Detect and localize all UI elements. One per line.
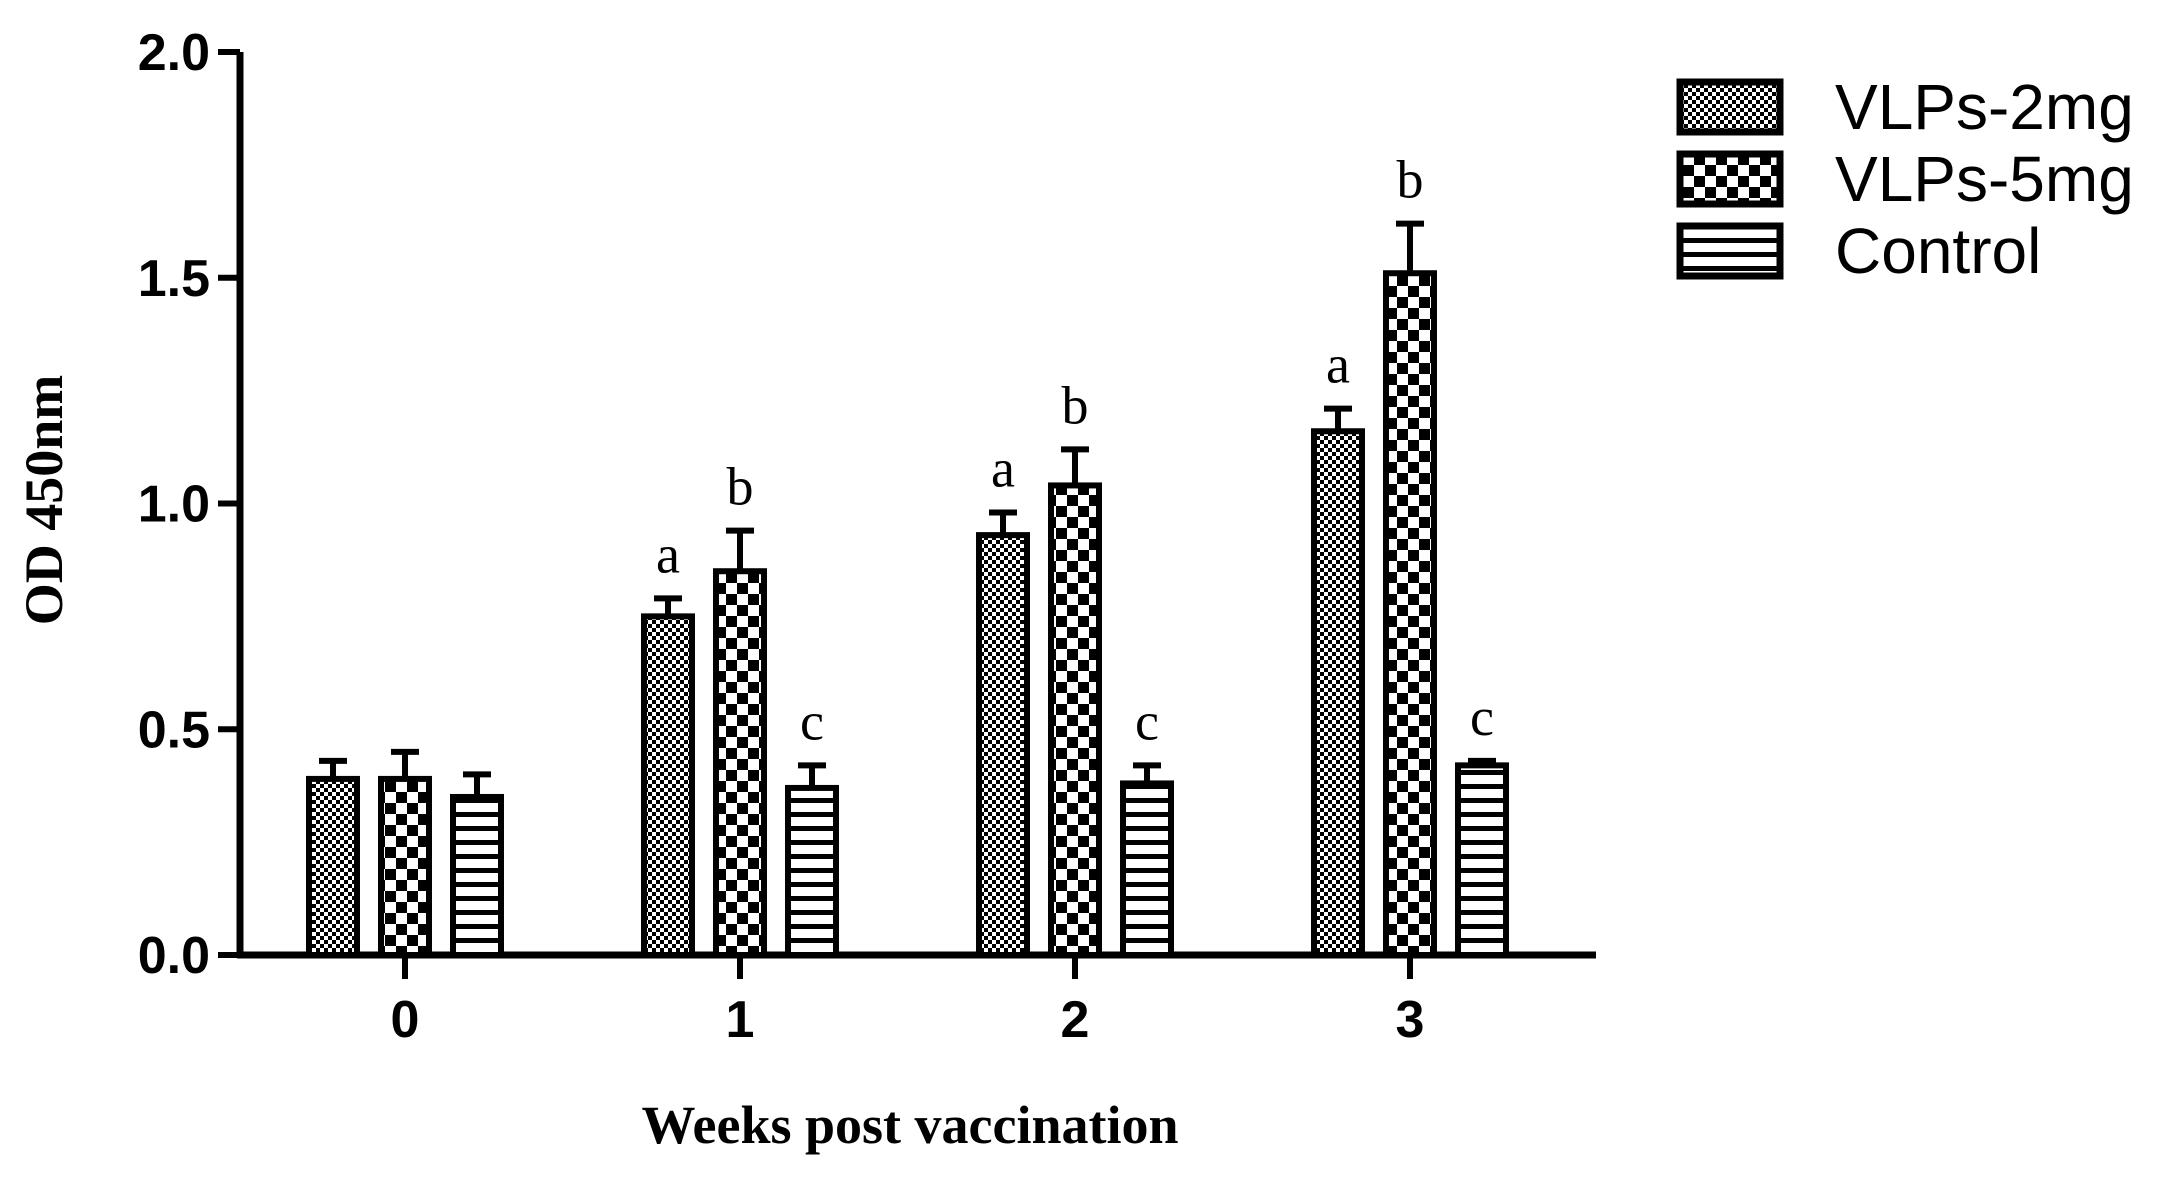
significance-letter: a	[656, 524, 680, 584]
significance-letter: c	[1135, 691, 1159, 751]
bar-control-week-2	[1120, 780, 1174, 958]
x-axis: 0 1 2 3	[237, 951, 1596, 1049]
significance-letter: b	[1062, 375, 1089, 435]
bar-vlps-5mg-week-1	[713, 568, 767, 958]
bar-vlps-5mg-week-0	[378, 775, 432, 958]
significance-letter: b	[1397, 150, 1424, 210]
legend-swatch	[1676, 78, 1784, 136]
y-axis-title: OD 450nm	[14, 375, 74, 626]
legend-label: Control	[1835, 215, 2041, 287]
y-tick-label: 0.0	[138, 927, 210, 985]
bar-vlps-5mg-week-2	[1048, 482, 1102, 958]
bar-vlps-2mg-week-0	[306, 775, 360, 958]
bar-control-week-1	[785, 784, 839, 958]
x-axis-title: Weeks post vaccination	[641, 1095, 1178, 1155]
bar-vlps-2mg-week-1	[641, 613, 695, 958]
legend-swatch	[1676, 150, 1784, 208]
x-tick-label: 2	[1061, 991, 1090, 1049]
y-axis: 0.0 0.5 1.0 1.5 2.0	[138, 24, 244, 985]
bar-vlps-2mg-week-2	[976, 532, 1030, 958]
y-tick-label: 1.0	[138, 476, 210, 534]
significance-letter: c	[800, 691, 824, 751]
significance-letter: a	[991, 439, 1015, 499]
legend-label: VLPs-5mg	[1835, 143, 2134, 215]
bar-control-week-0	[450, 793, 504, 958]
x-tick-label: 1	[726, 991, 755, 1049]
bar-control-week-3	[1455, 762, 1509, 958]
y-tick-label: 2.0	[138, 24, 210, 82]
significance-letter: b	[727, 457, 754, 517]
x-tick-label: 0	[391, 991, 420, 1049]
legend-swatch	[1676, 222, 1784, 280]
y-tick-label: 1.5	[138, 250, 210, 308]
bar-vlps-5mg-week-3	[1383, 270, 1437, 958]
bar-vlps-2mg-week-3	[1311, 428, 1365, 958]
x-tick-label: 3	[1396, 991, 1425, 1049]
y-tick-label: 0.5	[138, 701, 210, 759]
significance-letter: c	[1470, 687, 1494, 747]
legend-label: VLPs-2mg	[1835, 71, 2134, 143]
significance-letter: a	[1326, 335, 1350, 395]
